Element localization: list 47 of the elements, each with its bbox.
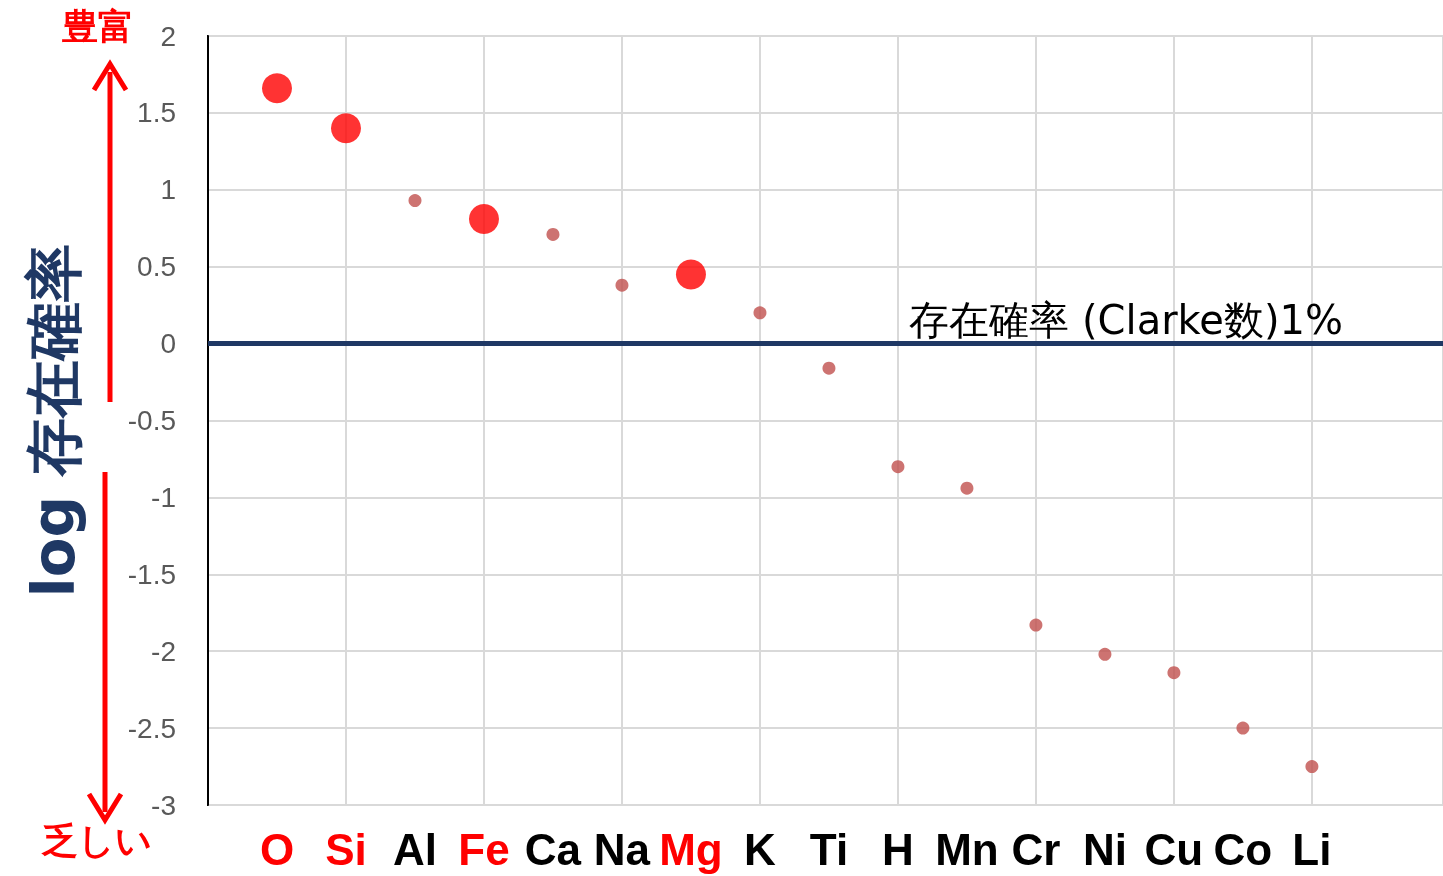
point: [615, 278, 629, 292]
y-tick-label: -1: [151, 481, 176, 513]
point: [408, 194, 422, 208]
y-tick-label: 0: [160, 328, 176, 360]
x-tick-label: Ti: [809, 824, 849, 874]
point: [1167, 666, 1181, 680]
x-tick-label: Na: [593, 824, 651, 874]
point: [331, 113, 361, 144]
y-tick-label: 1.5: [137, 97, 176, 129]
point: [1305, 760, 1319, 774]
y-tick-label: 2: [160, 20, 176, 52]
point: [822, 361, 836, 375]
x-tick-label: Ni: [1082, 824, 1127, 874]
text: 乏しい: [41, 819, 152, 861]
y-tick-label: 1: [160, 174, 176, 206]
point: [753, 306, 767, 320]
x-tick-label: Cr: [1011, 824, 1061, 874]
x-tick-label: Ca: [524, 824, 582, 874]
point: [1236, 721, 1250, 735]
x-tick-label: Si: [325, 824, 367, 874]
y-tick-label: -1.5: [127, 558, 176, 590]
point: [960, 481, 974, 495]
x-tick-label: Mg: [659, 824, 723, 874]
y-tick-label: 0.5: [137, 251, 176, 283]
x-tick-label: Li: [1292, 824, 1332, 874]
point: [469, 204, 499, 235]
x-tick-label: H: [882, 824, 914, 874]
point: [1098, 647, 1112, 661]
x-tick-label: Al: [392, 824, 437, 874]
x-tick-label: Co: [1213, 824, 1273, 874]
y-tick-label: -2.5: [127, 712, 176, 744]
text: 豊富: [62, 5, 134, 47]
x-tick-label: Mn: [935, 824, 999, 874]
x-tick-label: Cu: [1144, 824, 1204, 874]
point: [262, 73, 292, 104]
point: [546, 227, 560, 241]
ref-line-label: 存在確率 (Clarke数)1%: [909, 296, 1343, 343]
x-tick-label: O: [259, 824, 295, 874]
y-tick-label: -0.5: [127, 405, 176, 436]
y-axis-title: log 存在確率: [20, 243, 88, 598]
point: [891, 460, 905, 474]
x-tick-label: K: [744, 824, 777, 874]
point: [675, 259, 706, 290]
y-tick-label: -3: [151, 789, 176, 821]
x-tick-label: Fe: [458, 824, 510, 874]
y-tick-label: -2: [151, 635, 176, 667]
point: [1029, 618, 1043, 632]
